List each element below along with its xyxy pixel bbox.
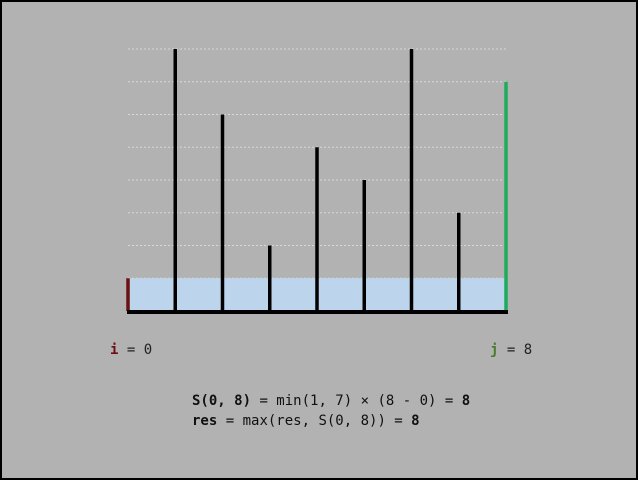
pointer-j-eq: = <box>498 342 524 358</box>
pointer-i-name: i <box>110 342 119 358</box>
pointer-j-label: j = 8 <box>490 342 532 358</box>
pointer-j-name: j <box>490 342 499 358</box>
pointer-j-value: 8 <box>523 342 533 358</box>
pointer-i-eq: = <box>118 342 144 358</box>
area-formula-expr: = min(1, 7) × (8 - 0) = <box>251 393 462 409</box>
pointer-i-label: i = 0 <box>110 342 152 358</box>
result-formula-label: res <box>192 413 218 429</box>
result-formula-result: 8 <box>411 413 420 429</box>
area-formula: S(0, 8) = min(1, 7) × (8 - 0) = 8 <box>192 393 470 409</box>
result-formula: res = max(res, S(0, 8)) = 8 <box>192 413 420 429</box>
area-formula-result: 8 <box>461 393 471 409</box>
pointer-i-value: 0 <box>143 342 153 358</box>
result-formula-expr: = max(res, S(0, 8)) = <box>217 413 412 429</box>
area-formula-label: S(0, 8) <box>192 393 252 409</box>
